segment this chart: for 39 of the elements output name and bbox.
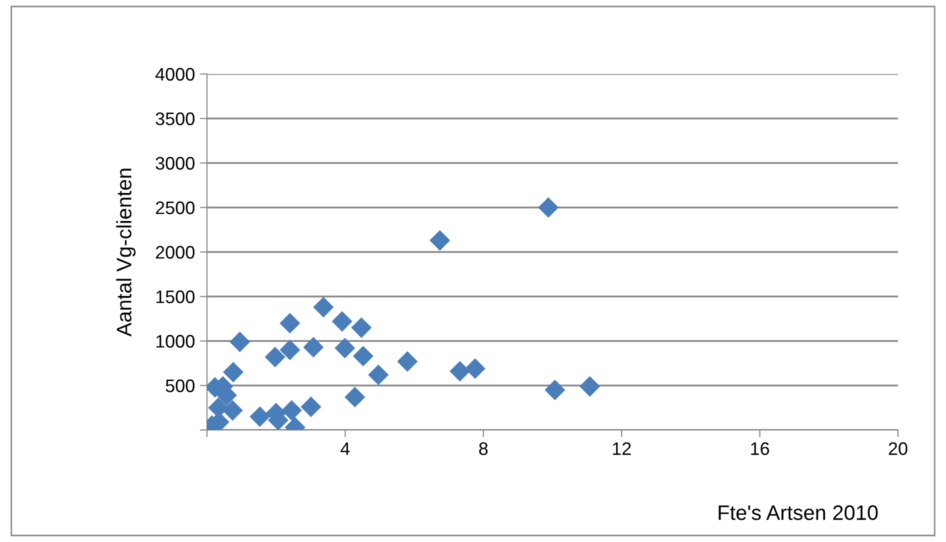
x-tick-label: 12 [612, 442, 631, 455]
y-tick-label: 3000 [156, 156, 194, 170]
x-tick-label: 4 [340, 442, 350, 455]
y-tick-label: 3500 [156, 112, 194, 126]
point [464, 358, 486, 379]
point [264, 346, 286, 368]
point [313, 296, 334, 318]
point [303, 336, 324, 358]
point [450, 360, 470, 382]
point [397, 351, 418, 372]
y-tick-label: 2500 [156, 201, 194, 214]
point [351, 317, 372, 338]
y-tick-label: 4000 [155, 68, 194, 81]
x-tick-label: 16 [751, 442, 770, 456]
point [281, 400, 302, 421]
point [280, 340, 300, 360]
y-axis-title: Aantal Vg-clienten [116, 168, 136, 336]
point [580, 376, 600, 397]
point [334, 338, 356, 358]
point [544, 380, 566, 400]
point [368, 364, 389, 386]
y-tick-label: 2000 [156, 246, 194, 259]
point [230, 332, 250, 352]
y-tick-label: 500 [166, 379, 194, 392]
y-tick-label: 1500 [156, 290, 194, 304]
x-axis-title: Fte's Artsen 2010 [718, 505, 878, 520]
y-tick-label: 1000 [156, 334, 194, 348]
point [300, 396, 322, 418]
point [430, 230, 450, 251]
point [280, 312, 300, 334]
point [332, 311, 352, 332]
point [250, 406, 270, 427]
point [222, 362, 244, 382]
x-tick-label: 20 [888, 442, 908, 456]
point [344, 386, 366, 408]
x-tick-label: 8 [479, 442, 488, 456]
point [538, 197, 559, 218]
point [352, 346, 374, 366]
point [222, 400, 243, 421]
